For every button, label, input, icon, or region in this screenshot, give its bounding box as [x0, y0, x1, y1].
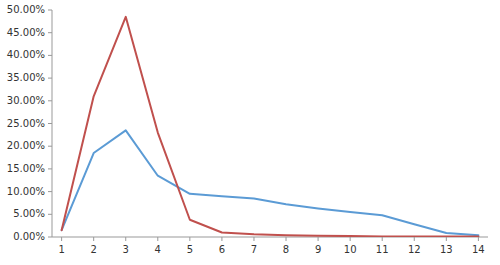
series-line: [62, 130, 479, 235]
y-tick-label: 50.00%: [7, 4, 45, 15]
x-tick-label: 3: [123, 244, 129, 255]
y-tick-label: 30.00%: [7, 95, 45, 106]
plot-area: [62, 17, 479, 237]
x-tick: [446, 237, 447, 241]
y-tick-label: 15.00%: [7, 163, 45, 174]
y-tick-label: 25.00%: [7, 118, 45, 129]
x-tick: [125, 237, 126, 241]
y-tick-label: 35.00%: [7, 72, 45, 83]
x-tick-label: 5: [187, 244, 193, 255]
y-tick: [48, 55, 52, 56]
series-line: [62, 17, 479, 237]
x-tick: [350, 237, 351, 241]
x-tick-label: 13: [440, 244, 453, 255]
x-tick-label: 11: [376, 244, 389, 255]
x-tick: [478, 237, 479, 241]
y-axis-line: [52, 10, 53, 237]
y-tick-label: 0.00%: [13, 231, 45, 242]
y-tick-label: 5.00%: [13, 208, 45, 219]
x-tick-label: 1: [58, 244, 64, 255]
y-tick: [48, 237, 52, 238]
x-tick-label: 6: [219, 244, 225, 255]
y-tick: [48, 168, 52, 169]
x-tick-label: 14: [472, 244, 485, 255]
x-tick: [61, 237, 62, 241]
x-tick-label: 12: [408, 244, 421, 255]
y-tick: [48, 146, 52, 147]
x-tick: [221, 237, 222, 241]
x-tick-label: 7: [251, 244, 257, 255]
x-tick: [253, 237, 254, 241]
x-tick: [414, 237, 415, 241]
y-tick-label: 45.00%: [7, 27, 45, 38]
x-tick-label: 2: [90, 244, 96, 255]
x-tick: [189, 237, 190, 241]
y-tick: [48, 32, 52, 33]
x-tick: [157, 237, 158, 241]
x-tick-label: 10: [344, 244, 357, 255]
y-tick: [48, 214, 52, 215]
y-tick-label: 10.00%: [7, 186, 45, 197]
chart-container: 0.00% 5.00% 10.00% 15.00% 20.00% 25.00% 30.00%…: [0, 0, 500, 265]
x-tick: [318, 237, 319, 241]
x-tick: [93, 237, 94, 241]
y-axis: 0.00% 5.00% 10.00% 15.00% 20.00% 25.00% 30.00%…: [7, 4, 52, 242]
y-tick: [48, 10, 52, 11]
y-tick: [48, 123, 52, 124]
chart-svg: 0.00% 5.00% 10.00% 15.00% 20.00% 25.00% 30.00%…: [0, 0, 500, 265]
x-tick: [382, 237, 383, 241]
x-tick: [286, 237, 287, 241]
y-tick: [48, 100, 52, 101]
x-axis: 1234567891011121314: [58, 237, 484, 255]
y-tick: [48, 191, 52, 192]
y-tick-label: 40.00%: [7, 49, 45, 60]
y-tick-label: 20.00%: [7, 140, 45, 151]
x-tick-label: 9: [315, 244, 321, 255]
x-tick-label: 8: [283, 244, 289, 255]
x-tick-label: 4: [155, 244, 161, 255]
y-tick: [48, 78, 52, 79]
